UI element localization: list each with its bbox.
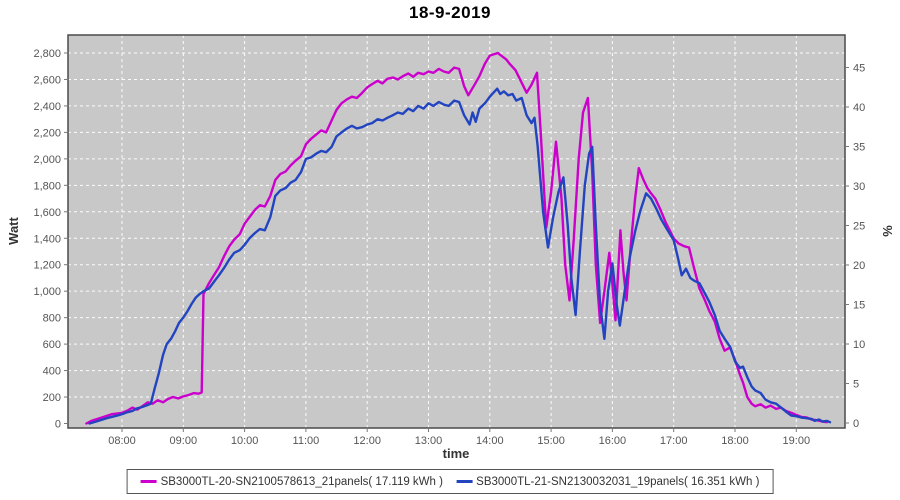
legend-entry-sb3000tl-21: SB3000TL-21-SN2130032031_19panels( 16.35…	[456, 474, 759, 490]
left-axis-tick-label: 1,200	[33, 260, 61, 272]
left-axis-tick-label: 0	[55, 419, 61, 431]
x-axis-tick-label: 11:00	[293, 435, 320, 447]
legend-line-swatch-blue	[456, 480, 473, 483]
x-axis-tick-label: 08:00	[108, 435, 136, 447]
right-axis-tick-label: 5	[853, 379, 859, 391]
x-axis-title: time	[443, 446, 470, 461]
right-axis-tick-label: 45	[853, 63, 865, 75]
left-axis-tick-label: 1,600	[33, 207, 61, 219]
left-axis-tick-label: 2,200	[33, 127, 61, 139]
x-axis-tick-label: 17:00	[660, 435, 688, 447]
chart-canvas: 02004006008001,0001,2001,4001,6001,8002,…	[6, 34, 895, 461]
right-axis-tick-label: 30	[853, 181, 865, 193]
series-line-sb3000tl-21	[88, 87, 832, 425]
left-axis-tick-label: 2,000	[33, 154, 61, 166]
left-axis-tick-label: 2,800	[33, 48, 61, 60]
left-axis-tick-label: 1,000	[33, 286, 61, 298]
left-axis-tick-label: 1,800	[33, 180, 61, 192]
right-axis-tick-label: 0	[853, 418, 859, 430]
right-axis-tick-label: 20	[853, 260, 865, 272]
right-axis-tick-label: 15	[853, 300, 865, 312]
x-axis-tick-label: 12:00	[353, 435, 381, 447]
x-axis-tick-label: 09:00	[170, 435, 198, 447]
right-axis-tick-label: 10	[853, 339, 865, 351]
left-axis-tick-label: 1,400	[33, 233, 61, 245]
series-line-sb3000tl-20	[85, 51, 829, 425]
x-axis-tick-label: 10:00	[231, 435, 259, 447]
x-axis-tick-label: 15:00	[537, 435, 565, 447]
left-axis-tick-label: 2,400	[33, 101, 61, 113]
x-axis-tick-label: 19:00	[783, 435, 811, 447]
left-axis-tick-label: 800	[43, 313, 61, 325]
x-axis-tick-label: 16:00	[599, 435, 627, 447]
x-axis-tick-label: 14:00	[476, 435, 504, 447]
x-axis-tick-label: 13:00	[415, 435, 443, 447]
right-axis-title: %	[880, 225, 895, 237]
legend-entry-sb3000tl-20: SB3000TL-20-SN2100578613_21panels( 17.11…	[140, 474, 443, 490]
right-axis-tick-label: 35	[853, 142, 865, 154]
right-axis-tick-label: 25	[853, 221, 865, 233]
left-axis-tick-label: 400	[43, 366, 61, 378]
legend-line-swatch-magenta	[140, 480, 157, 483]
left-axis-tick-label: 2,600	[33, 74, 61, 86]
right-axis-tick-label: 40	[853, 102, 865, 114]
legend-label: SB3000TL-21-SN2130032031_19panels( 16.35…	[476, 475, 760, 488]
x-axis-tick-label: 18:00	[721, 435, 749, 447]
left-axis-tick-label: 600	[43, 339, 61, 351]
legend-label: SB3000TL-20-SN2100578613_21panels( 17.11…	[160, 475, 443, 488]
left-axis-tick-label: 200	[43, 392, 61, 404]
left-axis-title: Watt	[6, 216, 21, 244]
plot-area	[68, 35, 845, 428]
chart-title: 18-9-2019	[408, 3, 491, 22]
plot-border	[67, 34, 846, 429]
legend: SB3000TL-20-SN2100578613_21panels( 17.11…	[126, 469, 774, 494]
